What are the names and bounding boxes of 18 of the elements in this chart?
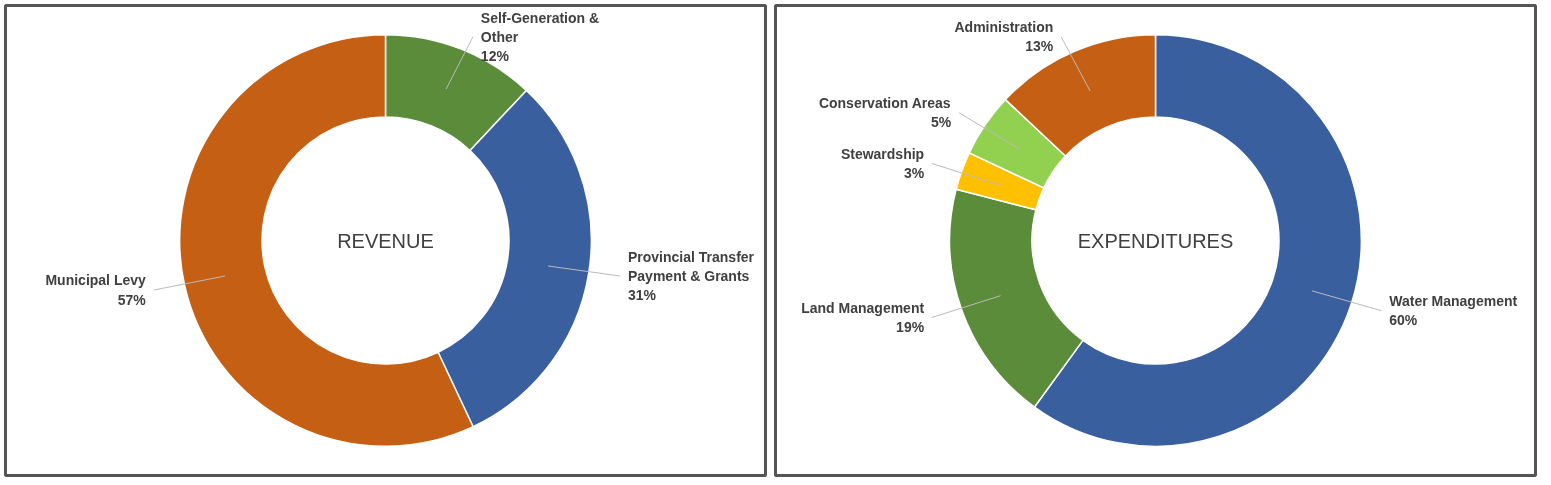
data-label: 12% (480, 48, 510, 65)
text: REVENUE (337, 229, 434, 252)
data-label: 5% (930, 114, 952, 131)
data-label: 13% (1025, 38, 1054, 55)
data-label: 19% (896, 319, 925, 336)
data-label: 60% (1389, 312, 1418, 329)
slice-label: Stewardship (840, 145, 925, 162)
slice-label: Water Management (1389, 293, 1518, 310)
slice-label: Municipal Levy (45, 272, 147, 289)
slice-label: Self-Generation & Other (480, 9, 600, 45)
slice-label: Administration (954, 19, 1054, 36)
slice-label: Provincial Transfer Payment & Grants (627, 248, 755, 285)
data-label: 31% (627, 287, 657, 304)
data-label: 57% (117, 291, 147, 308)
data-label: 3% (903, 165, 925, 182)
slice-label: Land Management (801, 299, 925, 316)
slice-label: Conservation Areas (818, 95, 951, 112)
text: EXPENDITURES (1077, 229, 1234, 252)
